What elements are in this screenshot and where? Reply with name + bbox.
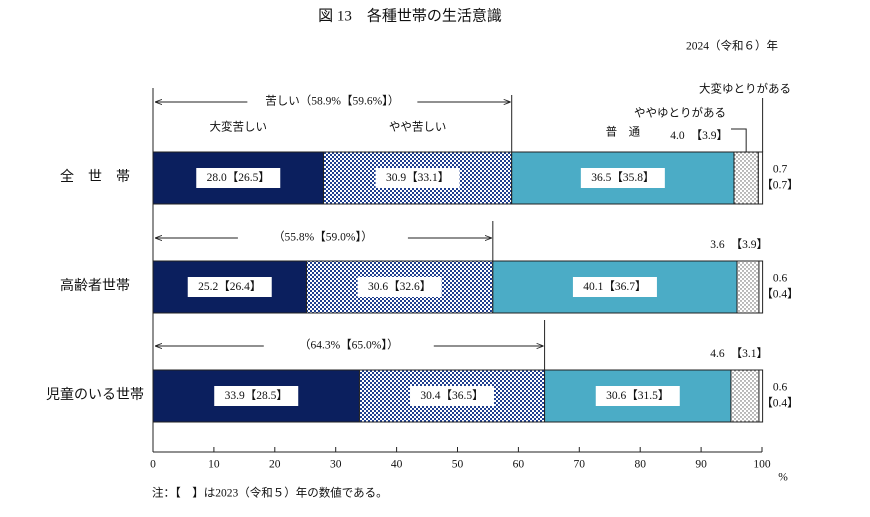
- label-box: [375, 168, 460, 188]
- value: 25.2: [198, 281, 218, 293]
- value-label: 4.0 【3.9】: [670, 129, 728, 142]
- previous-value: 【35.8】: [611, 171, 654, 184]
- legend-label: 普 通: [606, 125, 641, 139]
- value-label: 3.6 【3.9】: [710, 238, 768, 251]
- x-tick-label: 60: [513, 459, 525, 471]
- previous-value: 【0.4】: [761, 397, 798, 410]
- label-box: [187, 277, 272, 297]
- value-label: 40.1【36.7】: [583, 280, 646, 293]
- value: 30.9: [386, 172, 406, 184]
- value-label: 30.6【32.6】: [368, 280, 431, 293]
- annotation-bg: [237, 229, 408, 247]
- legend-label: 大変苦しい: [210, 120, 268, 134]
- bar-segment: [736, 260, 760, 314]
- previous-value: 【31.5】: [626, 389, 669, 402]
- previous-value: 【33.1】: [406, 171, 449, 184]
- label-box: [410, 386, 495, 406]
- chart-title: 図 13 各種世帯の生活意識: [318, 6, 502, 24]
- label-box: [572, 277, 657, 297]
- x-tick-label: 70: [574, 459, 586, 471]
- x-tick-label: 10: [208, 459, 220, 471]
- label-box: [196, 168, 281, 188]
- value-label: 0.7: [773, 164, 788, 176]
- value-label: 25.2【26.4】: [198, 280, 261, 293]
- value: 30.4: [420, 390, 440, 402]
- x-tick-label: 0: [150, 459, 156, 471]
- value-label: 0.6: [773, 273, 788, 285]
- legend-label: やや苦しい: [389, 121, 447, 134]
- annotation: （64.3%【65.0%】）: [299, 339, 399, 352]
- value-label: 30.6【31.5】: [606, 389, 669, 402]
- annotation-bg: [263, 337, 434, 355]
- value-label: 30.4【36.5】: [420, 389, 483, 402]
- previous-value: 【3.9】: [731, 238, 768, 251]
- x-tick-label: 50: [452, 459, 464, 471]
- value: 4.0: [670, 130, 685, 142]
- value-label: 36.5【35.8】: [591, 171, 654, 184]
- previous-value: 【0.4】: [761, 288, 798, 301]
- value: 3.6: [710, 239, 725, 251]
- x-tick-label: 20: [269, 459, 281, 471]
- label-box: [214, 386, 299, 406]
- bar-segment: [733, 151, 759, 205]
- value-label: 30.9【33.1】: [386, 171, 449, 184]
- previous-value: 【26.4】: [218, 280, 261, 293]
- x-tick-label: 90: [695, 459, 707, 471]
- previous-value: 【3.1】: [731, 347, 768, 360]
- label-box: [580, 168, 665, 188]
- bar-segment: [757, 151, 764, 205]
- category-label: 高齢者世帯: [60, 277, 130, 294]
- x-tick-label: 40: [391, 459, 403, 471]
- note: 注：【 】は2023（令和５）年の数値である。: [152, 486, 388, 500]
- x-unit: %: [778, 472, 788, 484]
- legend-label: 大変ゆとりがある: [699, 82, 791, 96]
- annotation: 苦しい（58.9%【59.6%】）: [265, 95, 399, 108]
- x-tick-label: 80: [634, 459, 646, 471]
- value: 40.1: [583, 281, 603, 293]
- value: 4.6: [710, 348, 725, 360]
- bar-segment: [730, 369, 760, 423]
- previous-value: 【36.7】: [603, 280, 646, 293]
- value: 30.6: [606, 390, 626, 402]
- bar-segment: [758, 260, 764, 314]
- value-label: 4.6 【3.1】: [710, 347, 768, 360]
- subtitle: 2024（令和６）年: [686, 39, 778, 53]
- legend-label: ややゆとりがある: [634, 106, 726, 120]
- previous-value: 【28.5】: [245, 389, 288, 402]
- leader-line: [731, 128, 747, 152]
- annotation: （55.8%【59.0%】）: [273, 231, 373, 244]
- category-label: 全 世 帯: [60, 168, 130, 185]
- previous-value: 【0.7】: [761, 179, 798, 192]
- value-label: 33.9【28.5】: [225, 389, 288, 402]
- label-box: [357, 277, 442, 297]
- previous-value: 【26.5】: [227, 171, 270, 184]
- value: 30.6: [368, 281, 388, 293]
- value: 36.5: [591, 172, 611, 184]
- x-tick-label: 100: [753, 459, 771, 471]
- x-tick-label: 30: [330, 459, 342, 471]
- bar-segment: [758, 369, 764, 423]
- value-label: 0.6: [773, 382, 788, 394]
- value: 28.0: [207, 172, 227, 184]
- previous-value: 【3.9】: [691, 129, 728, 142]
- category-label: 児童のいる世帯: [46, 386, 144, 403]
- value: 33.9: [225, 390, 245, 402]
- previous-value: 【36.5】: [441, 389, 484, 402]
- previous-value: 【32.6】: [388, 280, 431, 293]
- value-label: 28.0【26.5】: [207, 171, 270, 184]
- annotation-bg: [247, 93, 418, 111]
- label-box: [595, 386, 680, 406]
